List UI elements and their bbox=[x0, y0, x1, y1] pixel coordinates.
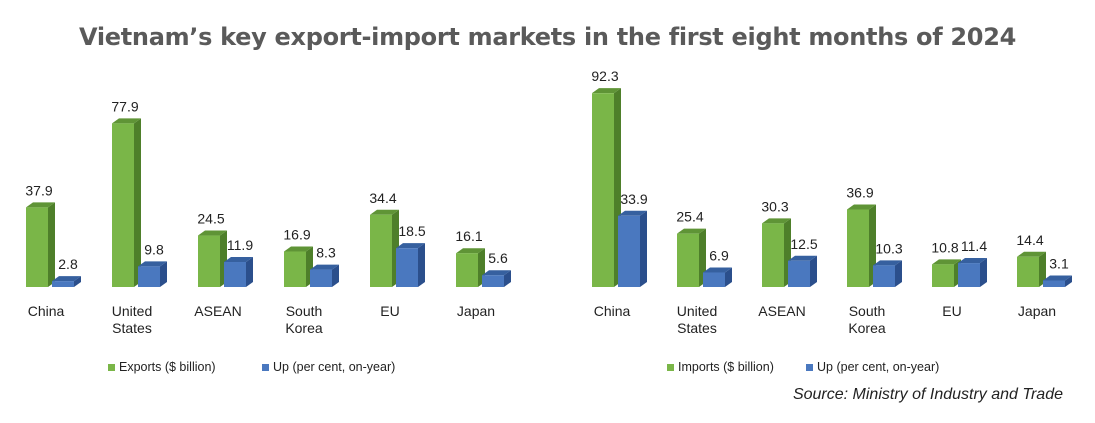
bar-primary bbox=[932, 259, 961, 287]
data-label-secondary: 12.5 bbox=[790, 236, 817, 252]
bar-secondary bbox=[52, 276, 81, 287]
category-label: United bbox=[677, 303, 717, 319]
data-label-primary: 92.3 bbox=[591, 68, 618, 84]
category-group: 24.511.9 ASEAN bbox=[194, 211, 253, 319]
data-label-secondary: 8.3 bbox=[316, 245, 336, 261]
category-group: 30.3 12.5 ASEAN bbox=[758, 198, 818, 319]
bar-secondary bbox=[310, 264, 339, 287]
data-label-primary: 36.9 bbox=[846, 185, 873, 201]
category-label: Japan bbox=[1018, 303, 1056, 319]
legend-swatch bbox=[108, 364, 115, 371]
category-label: United bbox=[112, 303, 152, 319]
category-label: Korea bbox=[848, 320, 886, 336]
data-label-primary: 34.4 bbox=[369, 190, 396, 206]
category-label: China bbox=[594, 303, 631, 319]
category-label: ASEAN bbox=[758, 303, 805, 319]
category-group: 34.4 18.5 EU bbox=[369, 190, 425, 319]
data-label-primary: 77.9 bbox=[111, 98, 138, 114]
category-label: States bbox=[677, 320, 717, 336]
data-label-secondary: 18.5 bbox=[398, 223, 425, 239]
category-label: EU bbox=[380, 303, 399, 319]
data-label-secondary: 10.3 bbox=[875, 240, 902, 256]
bar-primary bbox=[370, 209, 399, 287]
legend-label: Imports ($ billion) bbox=[678, 360, 774, 374]
legend-swatch bbox=[667, 364, 674, 371]
bar-secondary bbox=[958, 258, 987, 287]
legend-swatch bbox=[806, 364, 813, 371]
data-label-secondary: 11.4 bbox=[961, 238, 987, 254]
bar-secondary bbox=[703, 267, 732, 287]
bar-secondary bbox=[788, 255, 817, 287]
category-group: 16.1 5.6 Japan bbox=[455, 228, 511, 319]
data-label-secondary: 5.6 bbox=[488, 250, 508, 266]
category-label: South bbox=[286, 303, 323, 319]
bar-secondary bbox=[1043, 275, 1072, 287]
bar-primary bbox=[198, 230, 227, 287]
data-label-secondary: 2.8 bbox=[58, 256, 78, 272]
bar-primary bbox=[677, 228, 706, 287]
bar-secondary bbox=[224, 257, 253, 287]
source-note: Source: Ministry of Industry and Trade bbox=[792, 386, 1063, 403]
category-label: ASEAN bbox=[194, 303, 241, 319]
data-label-primary: 25.4 bbox=[676, 209, 703, 225]
data-label-primary: 16.9 bbox=[283, 227, 310, 243]
category-label: States bbox=[112, 320, 152, 336]
bar-secondary bbox=[873, 260, 902, 287]
bar-primary bbox=[847, 204, 876, 287]
category-label: South bbox=[849, 303, 886, 319]
legend-label: Exports ($ billion) bbox=[119, 360, 216, 374]
bar-primary bbox=[1017, 251, 1046, 287]
data-label-primary: 37.9 bbox=[25, 182, 52, 198]
chart-title: Vietnam’s key export-import markets in t… bbox=[78, 23, 1017, 51]
category-label: Korea bbox=[285, 320, 323, 336]
data-label-primary: 30.3 bbox=[761, 198, 788, 214]
legend-label: Up (per cent, on-year) bbox=[273, 360, 395, 374]
data-label-primary: 10.8 bbox=[931, 239, 958, 255]
legend-swatch bbox=[262, 364, 269, 371]
category-group: 10.8 11.4 EU bbox=[931, 238, 987, 319]
legend: Imports ($ billion) Up (per cent, on-year… bbox=[667, 360, 939, 374]
bar-primary bbox=[762, 218, 791, 287]
category-label: EU bbox=[942, 303, 961, 319]
data-label-secondary: 3.1 bbox=[1049, 255, 1069, 271]
data-label-secondary: 6.9 bbox=[709, 248, 729, 264]
data-label-secondary: 11.9 bbox=[227, 237, 253, 253]
data-label-secondary: 9.8 bbox=[144, 241, 164, 257]
data-label-primary: 16.1 bbox=[455, 228, 482, 244]
data-label-primary: 24.5 bbox=[197, 211, 224, 227]
legend-label: Up (per cent, on-year) bbox=[817, 360, 939, 374]
bar-secondary bbox=[618, 210, 647, 287]
bar-primary bbox=[112, 118, 141, 287]
legend: Exports ($ billion) Up (per cent, on-year… bbox=[108, 360, 395, 374]
category-label: Japan bbox=[457, 303, 495, 319]
bar-primary bbox=[456, 248, 485, 287]
bar-primary bbox=[284, 246, 313, 287]
bar-primary bbox=[26, 202, 55, 287]
bar-secondary bbox=[138, 261, 167, 287]
data-label-primary: 14.4 bbox=[1016, 232, 1043, 248]
category-group: 14.4 3.1 Japan bbox=[1016, 232, 1072, 319]
category-group: 37.9 2.8 China bbox=[25, 182, 81, 319]
bar-primary bbox=[592, 88, 621, 287]
data-label-secondary: 33.9 bbox=[620, 191, 647, 207]
category-group: 92.3 33.9 China bbox=[591, 68, 647, 319]
bar-secondary bbox=[482, 270, 511, 287]
category-label: China bbox=[28, 303, 65, 319]
bar-secondary bbox=[396, 243, 425, 287]
